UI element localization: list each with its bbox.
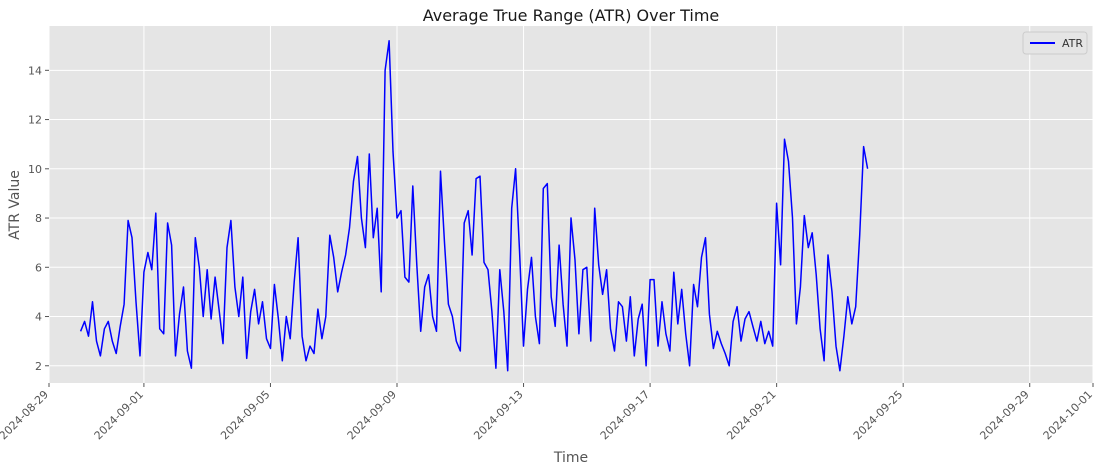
x-tick-label: 2024-09-13	[471, 388, 525, 442]
x-tick-label: 2024-09-17	[598, 388, 652, 442]
chart-title: Average True Range (ATR) Over Time	[423, 6, 720, 25]
y-tick-label: 4	[35, 311, 42, 324]
x-axis-label: Time	[553, 450, 588, 466]
x-tick-label: 2024-10-01	[1041, 388, 1095, 442]
x-tick-label: 2024-09-29	[977, 388, 1031, 442]
y-tick-label: 2	[35, 360, 42, 373]
x-axis-ticks: 2024-08-29 2024-09-01 2024-09-05 2024-09-09…	[0, 383, 1095, 442]
legend: ATR	[1022, 31, 1088, 55]
legend-label-atr: ATR	[1062, 37, 1083, 50]
x-tick-label: 2024-09-01	[92, 388, 146, 442]
x-tick-label: 2024-09-21	[724, 388, 778, 442]
y-tick-label: 12	[28, 114, 42, 127]
series-line-atr	[79, 40, 869, 372]
y-tick-label: 8	[35, 212, 42, 225]
y-tick-label: 6	[35, 261, 42, 274]
x-tick-label: 2024-09-09	[345, 388, 399, 442]
plot-background	[49, 26, 1093, 383]
x-tick-label: 2024-09-25	[851, 388, 905, 442]
x-tick-label: 2024-08-29	[0, 388, 51, 442]
y-tick-label: 10	[28, 163, 42, 176]
x-tick-label: 2024-09-05	[218, 388, 272, 442]
y-axis-label: ATR Value	[7, 170, 23, 240]
series-lines	[79, 40, 869, 372]
y-axis-ticks: 2 4 6 8 10 12 14	[28, 64, 49, 373]
y-tick-label: 14	[28, 64, 42, 77]
